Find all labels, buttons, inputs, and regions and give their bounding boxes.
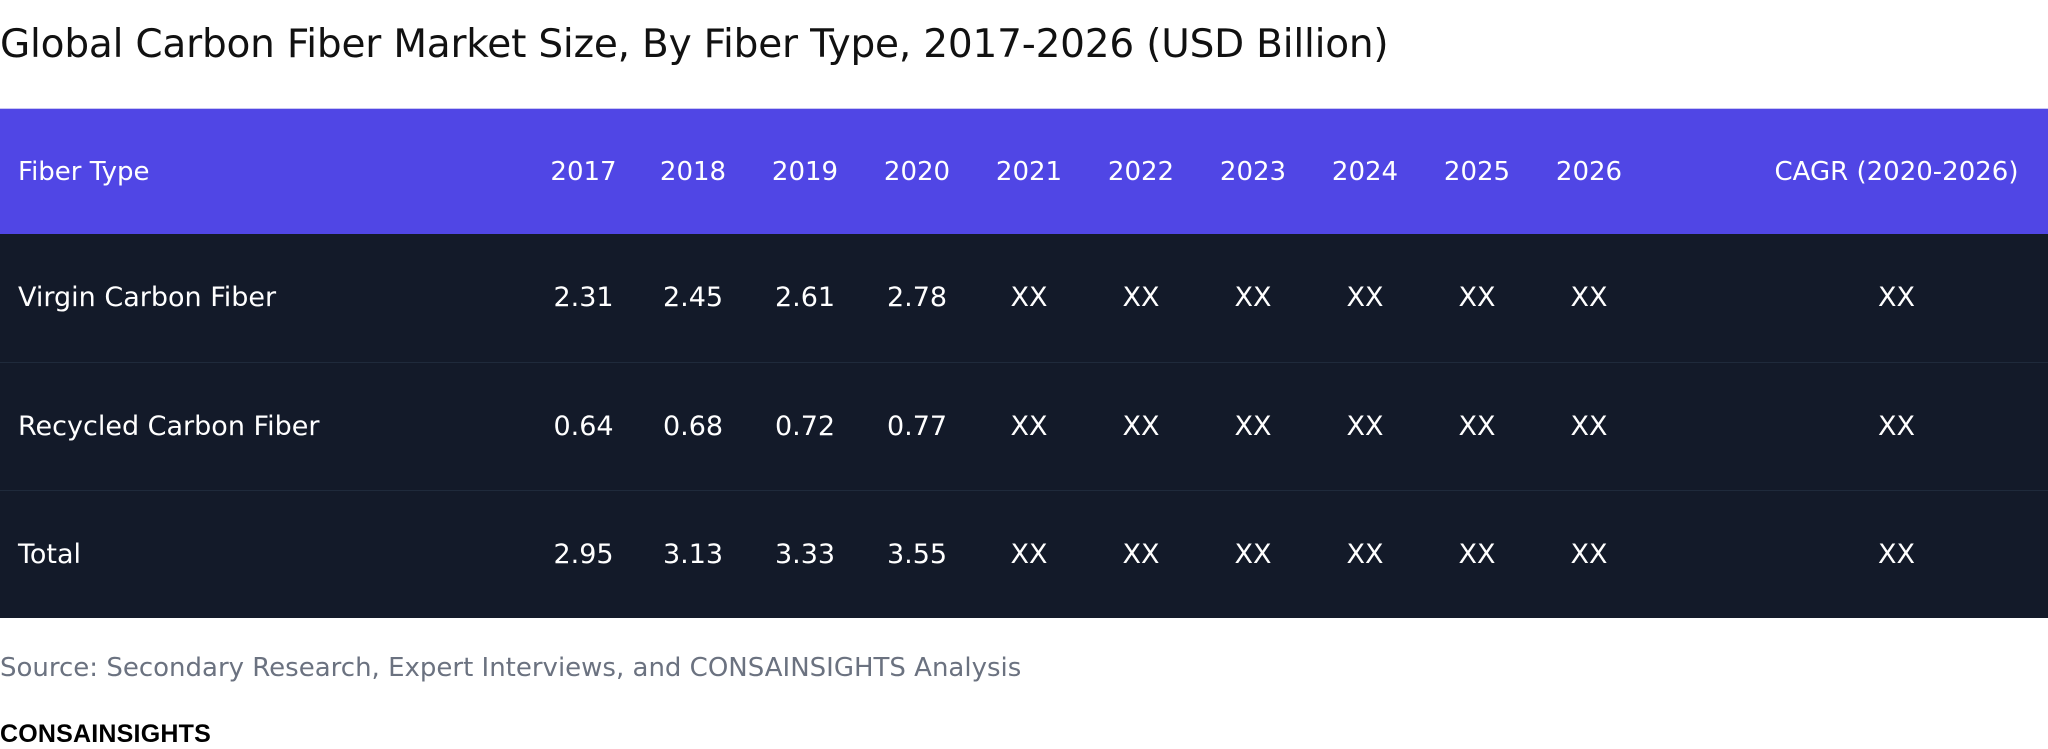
cell-2024: XX: [1309, 361, 1421, 490]
cell-2024: XX: [1346, 282, 1384, 314]
page-title: Global Carbon Fiber Market Size, By Fibe…: [0, 22, 1389, 67]
table-top-divider: [0, 108, 2048, 109]
cell-2025: XX: [1458, 282, 1496, 314]
cell-2023: XX: [1197, 489, 1309, 618]
column-header-2019: 2019: [771, 156, 839, 187]
column-header-2021: 2021: [995, 156, 1063, 187]
cell-2017: 0.64: [530, 361, 637, 490]
column-header-2020: 2020: [883, 156, 951, 187]
cell-2022: XX: [1122, 282, 1160, 314]
column-header-2023: 2023: [1219, 156, 1287, 187]
column-header-2017: 2017: [550, 156, 617, 187]
cell-cagr-2020-2026: XX: [1645, 489, 2048, 618]
cell-2020: 2.78: [886, 282, 948, 314]
cell-2023: XX: [1197, 361, 1309, 490]
cell-2022: XX: [1085, 489, 1197, 618]
column-header-cagr: CAGR (2020-2026): [1774, 156, 2019, 187]
cell-2023: XX: [1234, 282, 1272, 314]
cell-2019: 3.33: [749, 489, 861, 618]
table-header-row: Fiber Type 2017 2018 2019 2020 2021 2022…: [0, 109, 2048, 234]
row-label: Virgin Carbon Fiber: [18, 282, 277, 314]
column-header-2018: 2018: [659, 156, 727, 187]
brand-logo-text: CONSAINSIGHTS: [0, 720, 211, 748]
cell-2026: XX: [1533, 361, 1645, 490]
cell-2026: XX: [1533, 489, 1645, 618]
cell-2017: 2.31: [553, 282, 614, 314]
cell-2021: XX: [973, 489, 1085, 618]
cell-2018: 3.13: [637, 489, 749, 618]
table-body: Virgin Carbon Fiber 2.31 2.45 2.61 2.78 XX XX X…: [0, 234, 2048, 618]
column-header-2024: 2024: [1331, 156, 1399, 187]
cell-2025: XX: [1421, 361, 1533, 490]
cell-2020: 0.77: [861, 361, 973, 490]
market-size-table-container: Fiber Type 2017 2018 2019 2020 2021 2022…: [0, 108, 2048, 618]
cell-2021: XX: [973, 361, 1085, 490]
column-header-2025: 2025: [1443, 156, 1511, 187]
cell-cagr-2020-2026: XX: [1645, 361, 2048, 490]
cell-2019: 0.72: [749, 361, 861, 490]
cell-2018: 0.68: [637, 361, 749, 490]
cell-2019: 2.61: [774, 282, 836, 314]
cell-2021: XX: [1010, 282, 1048, 314]
column-header-2026: 2026: [1555, 156, 1623, 187]
cell-2018: 2.45: [662, 282, 724, 314]
row-label: Total: [0, 489, 530, 618]
cell-2022: XX: [1085, 361, 1197, 490]
column-header-2022: 2022: [1107, 156, 1175, 187]
row-label: Recycled Carbon Fiber: [0, 361, 530, 490]
table-row: Total 2.95 3.13 3.33 3.55 XX XX XX XX XX XX XX: [0, 489, 2048, 618]
column-header-fiber-type: Fiber Type: [18, 156, 150, 187]
cell-2025: XX: [1421, 489, 1533, 618]
cell-2020: 3.55: [861, 489, 973, 618]
table-row: Virgin Carbon Fiber 2.31 2.45 2.61 2.78 XX XX X…: [0, 234, 2048, 362]
market-size-table: Fiber Type 2017 2018 2019 2020 2021 2022…: [0, 109, 2048, 618]
cell-cagr-2020-2026: XX: [1878, 282, 1915, 314]
cell-2024: XX: [1309, 489, 1421, 618]
source-note: Source: Secondary Research, Expert Inter…: [0, 653, 1022, 683]
cell-2017: 2.95: [530, 489, 637, 618]
table-row: Recycled Carbon Fiber 0.64 0.68 0.72 0.77 XX X…: [0, 361, 2048, 490]
cell-2026: XX: [1570, 282, 1608, 314]
